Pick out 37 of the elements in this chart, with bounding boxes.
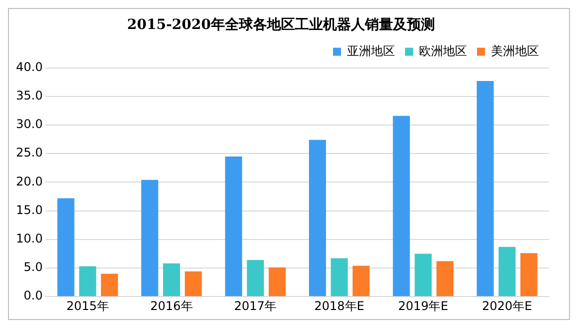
x-tick-label: 2017年: [234, 298, 277, 313]
y-tick-label: 30.0: [16, 117, 43, 132]
y-tick-label: 10.0: [16, 232, 43, 246]
bar: [414, 254, 432, 296]
bar: [476, 80, 494, 296]
chart-title: 2015-2020年全球各地区工业机器人销量及预测: [127, 17, 435, 34]
bar: [330, 258, 348, 296]
x-tick-label: 2020年E: [482, 298, 532, 313]
bar: [246, 260, 264, 296]
bar: [100, 274, 118, 296]
x-tick-label: 2015年: [66, 298, 109, 313]
y-tick-label: 40.0: [16, 60, 43, 74]
bar: [520, 253, 538, 296]
y-tick-label: 35.0: [16, 88, 43, 103]
bar: [141, 180, 158, 296]
y-tick-label: 15.0: [16, 202, 43, 217]
bar: [352, 266, 370, 296]
bar: [436, 261, 454, 296]
y-tick-label: 20.0: [16, 174, 43, 188]
legend-label: 亚洲地区: [347, 44, 395, 58]
legend-label: 美洲地区: [491, 44, 539, 58]
bar: [268, 267, 286, 296]
x-tick-label: 2016年: [150, 298, 193, 313]
bar: [184, 271, 202, 296]
y-tick-label: 25.0: [16, 146, 43, 160]
x-tick-label: 2018年E: [314, 298, 364, 313]
x-tick-label: 2019年E: [398, 298, 448, 313]
legend-label: 欧洲地区: [419, 44, 467, 58]
bar: [498, 246, 516, 296]
y-tick-label: 0.0: [24, 288, 43, 303]
bar: [392, 116, 410, 296]
bar: [308, 140, 326, 296]
bar: [163, 263, 180, 296]
bar: [57, 198, 74, 296]
y-tick-label: 5.0: [24, 260, 43, 274]
bar: [225, 156, 242, 296]
bar: [79, 266, 96, 296]
